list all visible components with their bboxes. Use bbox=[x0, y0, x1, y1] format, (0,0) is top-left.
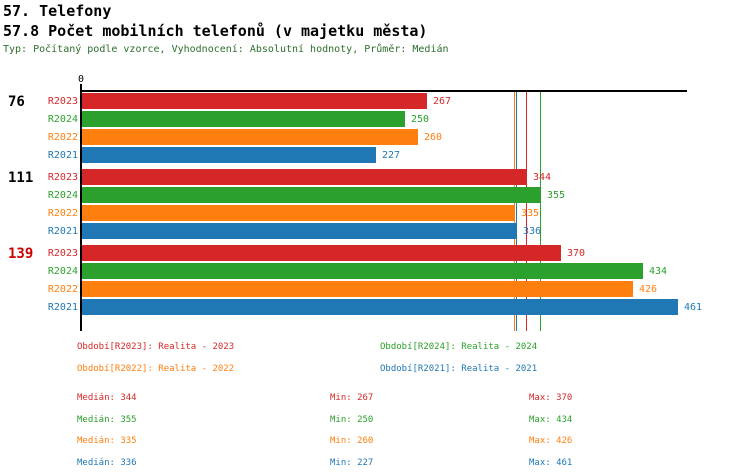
stat-max-R2021: Max: 461 bbox=[529, 458, 573, 468]
bar-value-label: 250 bbox=[411, 114, 430, 125]
bar-value-label: 267 bbox=[433, 96, 452, 107]
legend-item-R2021: Období[R2021]: Realita - 2021 bbox=[380, 364, 538, 374]
bar-row-label: R2024 bbox=[47, 190, 78, 201]
stat-median-R2024: Medián: 355 bbox=[77, 415, 137, 425]
bar-row-label: R2021 bbox=[47, 226, 78, 237]
bar-row-label: R2021 bbox=[47, 302, 78, 313]
chart-meta-line: Typ: Počítaný podle vzorce, Vyhodnocení:… bbox=[3, 44, 449, 55]
group-label: 139 bbox=[8, 246, 34, 262]
bar-value-label: 426 bbox=[639, 284, 658, 295]
median-line-R2021 bbox=[516, 92, 517, 331]
legend-item-R2023: Období[R2023]: Realita - 2023 bbox=[77, 342, 235, 352]
bar-row-label: R2023 bbox=[47, 248, 78, 259]
chart-stats: Medián: 344 Min: 267 Max: 370 Medián: 355 Mi… bbox=[0, 386, 750, 476]
bar-row-label: R2024 bbox=[47, 266, 78, 277]
median-line-R2024 bbox=[540, 92, 541, 331]
bar-R2022 bbox=[82, 281, 633, 297]
bar-R2024 bbox=[82, 111, 405, 127]
bar-value-label: 370 bbox=[567, 248, 586, 259]
bar-value-label: 355 bbox=[547, 190, 566, 201]
chart-subtitle: 57.8 Počet mobilních telefonů (v majetku… bbox=[3, 22, 428, 40]
bar-R2024 bbox=[82, 263, 643, 279]
stat-max-R2024: Max: 434 bbox=[529, 415, 573, 425]
stat-min-R2021: Min: 227 bbox=[330, 458, 374, 468]
stat-min-R2023: Min: 267 bbox=[330, 393, 374, 403]
bar-row-label: R2022 bbox=[47, 132, 78, 143]
median-line-R2023 bbox=[526, 92, 527, 331]
bar-row-label: R2022 bbox=[47, 208, 78, 219]
bar-R2022 bbox=[82, 129, 418, 145]
bar-value-label: 336 bbox=[523, 226, 542, 237]
bar-R2023 bbox=[82, 169, 527, 185]
bar-R2021 bbox=[82, 147, 376, 163]
group-label: 76 bbox=[8, 94, 25, 110]
bar-R2023 bbox=[82, 93, 427, 109]
stat-median-R2022: Medián: 335 bbox=[77, 436, 137, 446]
stat-median-R2023: Medián: 344 bbox=[77, 393, 137, 403]
bar-row-label: R2021 bbox=[47, 150, 78, 161]
bar-value-label: 335 bbox=[521, 208, 540, 219]
stat-min-R2022: Min: 260 bbox=[330, 436, 374, 446]
legend-item-R2024: Období[R2024]: Realita - 2024 bbox=[380, 342, 538, 352]
bar-R2021 bbox=[82, 223, 517, 239]
group-label: 111 bbox=[8, 170, 34, 186]
bar-row-label: R2023 bbox=[47, 96, 78, 107]
bar-value-label: 434 bbox=[649, 266, 668, 277]
bar-value-label: 260 bbox=[424, 132, 443, 143]
stat-median-R2021: Medián: 336 bbox=[77, 458, 137, 468]
y-axis-line bbox=[80, 84, 82, 331]
page-title: 57. Telefony bbox=[3, 2, 112, 20]
bar-R2023 bbox=[82, 245, 561, 261]
chart-plot: 0 76 R2023 267 R2024 250 R2022 260 R2021 227 111 R… bbox=[8, 74, 703, 331]
bar-row-label: R2024 bbox=[47, 114, 78, 125]
bar-R2024 bbox=[82, 187, 541, 203]
bar-value-label: 227 bbox=[382, 150, 401, 161]
bar-R2021 bbox=[82, 299, 678, 315]
x-axis-origin-label: 0 bbox=[77, 74, 85, 85]
x-axis-line bbox=[80, 90, 687, 92]
stat-min-R2024: Min: 250 bbox=[330, 415, 374, 425]
bar-row-label: R2023 bbox=[47, 172, 78, 183]
stat-max-R2022: Max: 426 bbox=[529, 436, 573, 446]
bar-value-label: 461 bbox=[684, 302, 703, 313]
stat-max-R2023: Max: 370 bbox=[529, 393, 573, 403]
bar-row-label: R2022 bbox=[47, 284, 78, 295]
legend-item-R2022: Období[R2022]: Realita - 2022 bbox=[77, 364, 235, 374]
chart-legend: Období[R2023]: Realita - 2023 Období[R202… bbox=[0, 338, 750, 386]
bar-value-label: 344 bbox=[533, 172, 552, 183]
bar-R2022 bbox=[82, 205, 515, 221]
